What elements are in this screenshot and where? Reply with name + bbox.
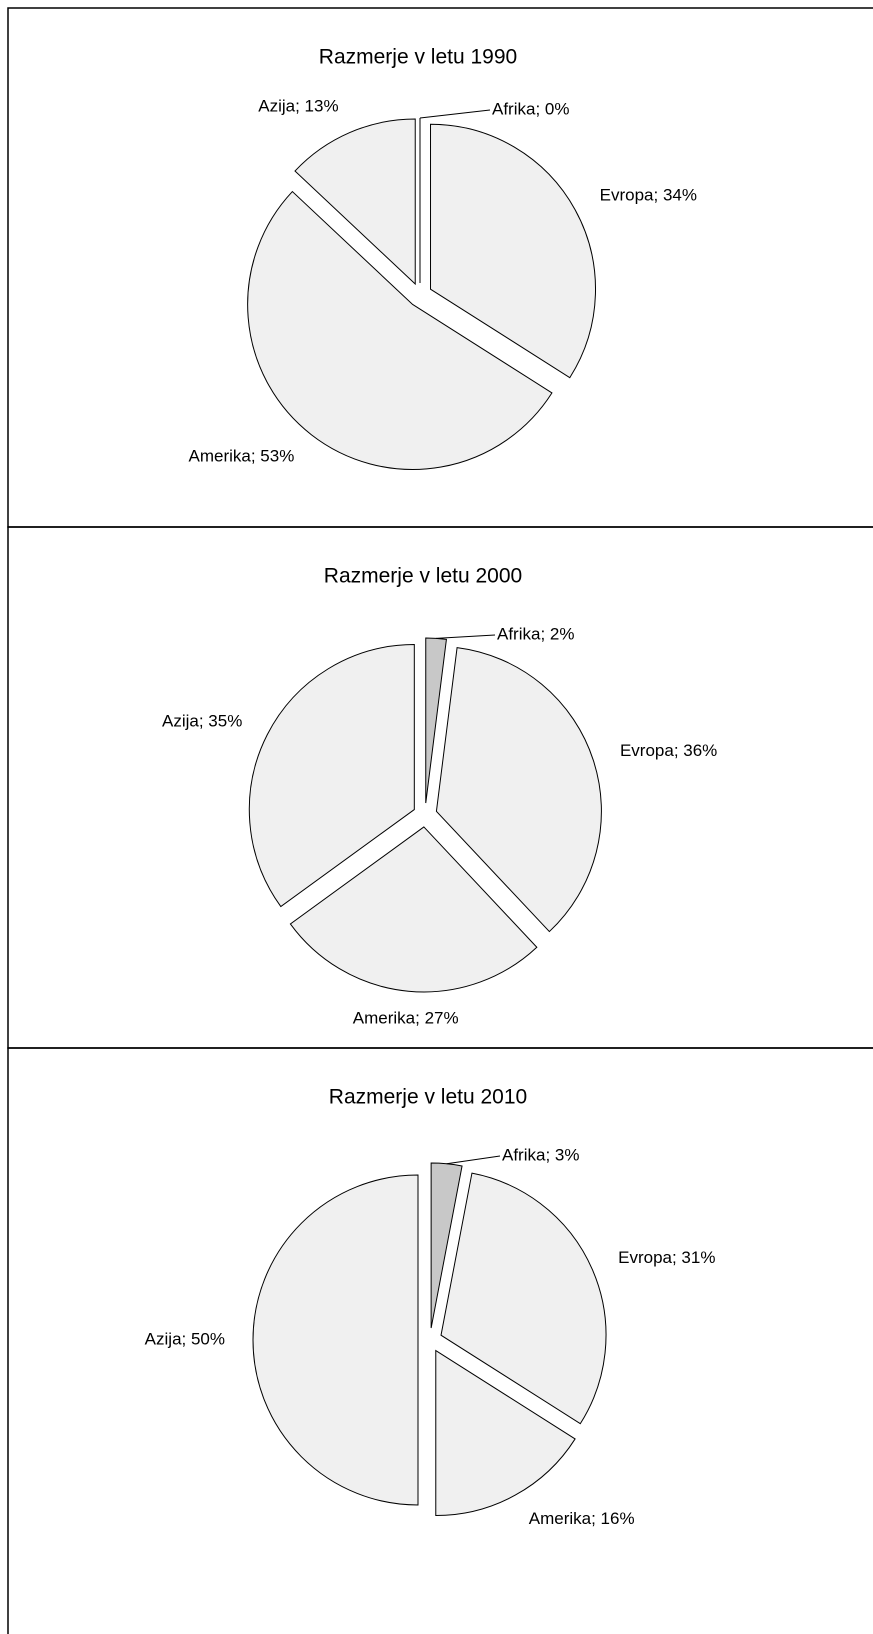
data-label: Afrika; 2% bbox=[497, 624, 574, 643]
pie-slice bbox=[252, 1174, 419, 1506]
data-label: Evropa; 31% bbox=[618, 1248, 715, 1267]
data-label: Amerika; 53% bbox=[189, 446, 295, 465]
chart-title: Razmerje v letu 2000 bbox=[324, 565, 522, 588]
data-label: Evropa; 34% bbox=[600, 186, 697, 205]
data-label: Afrika; 0% bbox=[492, 99, 569, 118]
leader-line bbox=[446, 1155, 501, 1165]
pie-slice bbox=[440, 1172, 607, 1425]
data-label: Afrika; 3% bbox=[502, 1145, 579, 1164]
pie-slice bbox=[294, 118, 416, 286]
leader-line bbox=[436, 634, 496, 639]
chart-frame bbox=[7, 1047, 873, 1634]
pie-slice bbox=[430, 1162, 463, 1329]
pie-slice bbox=[289, 826, 538, 993]
chart-title: Razmerje v letu 2010 bbox=[329, 1086, 527, 1109]
pie-slice bbox=[425, 637, 447, 804]
chart-title: Razmerje v letu 1990 bbox=[319, 46, 517, 69]
data-label: Azija; 35% bbox=[162, 711, 242, 730]
pie-slice bbox=[435, 647, 602, 933]
pie-slice bbox=[430, 123, 596, 379]
leader-line bbox=[419, 109, 491, 119]
pie-slice bbox=[248, 644, 415, 908]
pie-slice bbox=[247, 190, 553, 470]
data-label: Evropa; 36% bbox=[620, 741, 717, 760]
data-label: Amerika; 16% bbox=[529, 1509, 635, 1528]
data-label: Azija; 13% bbox=[258, 96, 338, 115]
data-label: Azija; 50% bbox=[145, 1329, 225, 1348]
pie-slice bbox=[435, 1349, 576, 1517]
data-label: Amerika; 27% bbox=[353, 1009, 459, 1028]
